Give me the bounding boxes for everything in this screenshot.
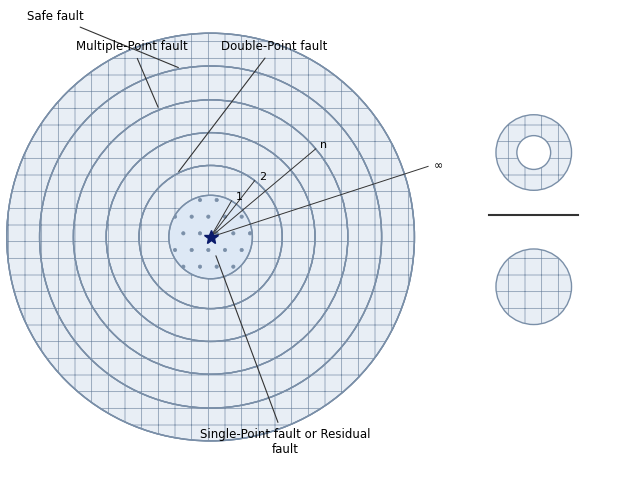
Circle shape (169, 195, 252, 279)
Text: Safe fault: Safe fault (27, 10, 178, 68)
Circle shape (107, 132, 315, 341)
Circle shape (74, 100, 348, 374)
Text: 1: 1 (235, 192, 242, 202)
Circle shape (107, 132, 315, 341)
Circle shape (496, 249, 571, 324)
Circle shape (39, 66, 382, 408)
Text: Single-Point fault or Residual
fault: Single-Point fault or Residual fault (200, 256, 370, 456)
Circle shape (7, 33, 415, 441)
Circle shape (496, 115, 571, 190)
Text: ∞: ∞ (434, 161, 443, 171)
Circle shape (517, 135, 551, 169)
Text: Double-Point fault: Double-Point fault (179, 40, 327, 171)
Circle shape (39, 66, 382, 408)
Text: 2: 2 (259, 171, 266, 182)
Text: Multiple-Point fault: Multiple-Point fault (76, 40, 188, 107)
Circle shape (169, 195, 252, 279)
Circle shape (139, 166, 282, 309)
Text: n: n (320, 140, 327, 150)
Circle shape (139, 166, 282, 309)
Circle shape (74, 100, 348, 374)
